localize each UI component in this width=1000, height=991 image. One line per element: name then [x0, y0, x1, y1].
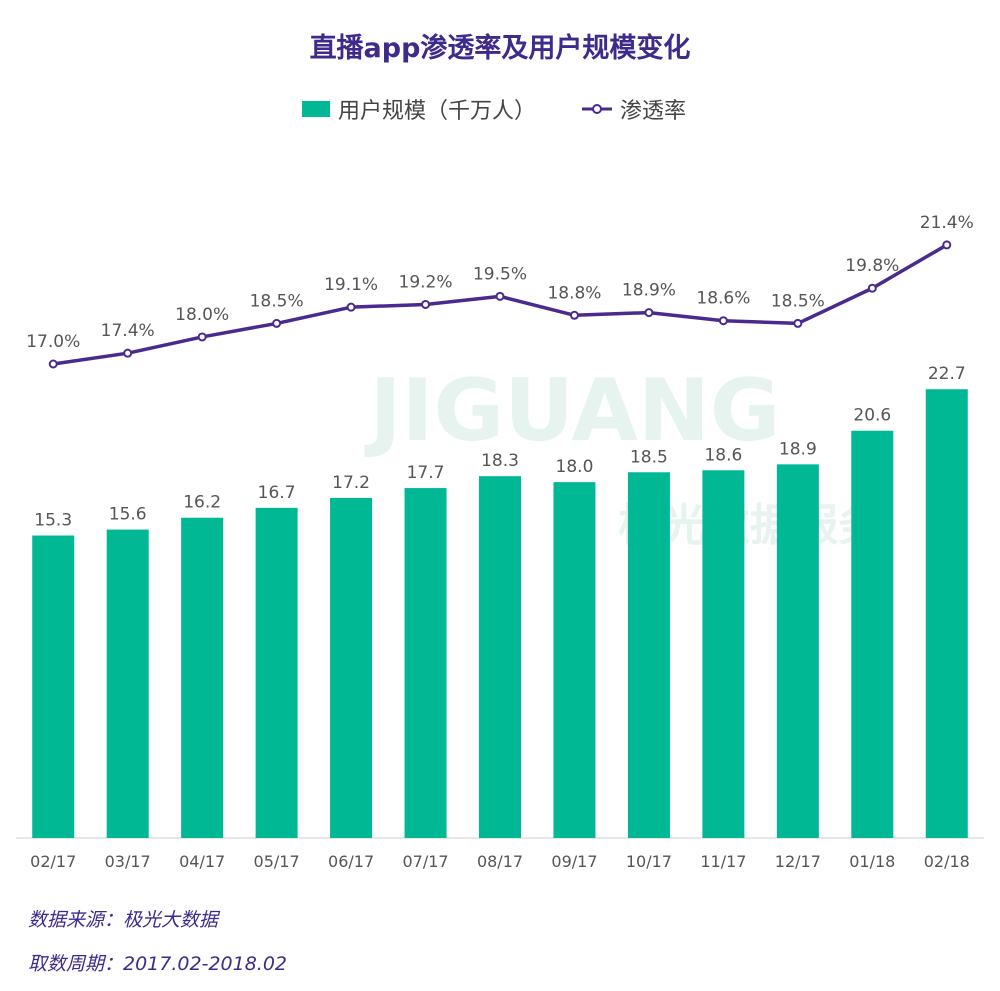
bar-04/17 [181, 517, 224, 838]
line-value-label: 21.4% [920, 213, 974, 233]
bar-value-label: 20.6 [853, 406, 891, 426]
bar-02/18 [925, 389, 968, 838]
x-tick-label: 04/17 [179, 852, 225, 871]
x-tick-label: 11/17 [700, 852, 746, 871]
legend-item-user-scale: 用户规模（千万人） [302, 93, 536, 125]
bar-03/17 [106, 529, 149, 838]
bar-06/17 [330, 497, 373, 838]
line-point [569, 310, 579, 320]
x-tick-label: 03/17 [105, 852, 151, 871]
x-tick-label: 09/17 [551, 852, 597, 871]
line-point [718, 316, 728, 326]
line-value-label: 19.1% [324, 275, 378, 295]
legend-bar-swatch [302, 101, 330, 117]
line-point [495, 291, 505, 301]
bar-10/17 [627, 472, 670, 838]
x-tick-label: 06/17 [328, 852, 374, 871]
bar-05/17 [255, 507, 298, 838]
legend-item-penetration: 渗透率 [582, 93, 686, 125]
line-value-label: 18.5% [250, 291, 304, 311]
line-point [197, 332, 207, 342]
line-value-label: 18.6% [696, 289, 750, 309]
bar-value-label: 18.5 [630, 447, 668, 467]
bar-value-label: 16.7 [258, 483, 296, 503]
bar-value-label: 15.6 [109, 505, 147, 525]
bar-02/17 [32, 535, 75, 838]
bar-01/18 [851, 430, 894, 838]
bar-12/17 [776, 464, 819, 838]
bar-09/17 [553, 482, 596, 838]
line-value-label: 17.4% [101, 321, 155, 341]
chart-title: 直播app渗透率及用户规模变化 [309, 33, 691, 64]
line-point [793, 318, 803, 328]
footer-period: 取数周期：2017.02-2018.02 [28, 953, 287, 975]
legend: 用户规模（千万人） 渗透率 [0, 93, 1000, 125]
line-value-label: 18.9% [622, 281, 676, 301]
bar-value-label: 18.9 [779, 439, 817, 459]
legend-line-swatch [582, 104, 612, 114]
x-tick-label: 12/17 [775, 852, 821, 871]
bar-value-label: 18.6 [704, 445, 742, 465]
watermark-text: JIGUANG [365, 361, 781, 461]
x-tick-label: 02/17 [30, 852, 76, 871]
bar-11/17 [702, 470, 745, 838]
footer-source: 数据来源：极光大数据 [28, 909, 219, 931]
bar-value-label: 15.3 [34, 511, 72, 531]
bar-08/17 [479, 476, 521, 838]
line-point [644, 308, 654, 318]
line-point [942, 240, 952, 250]
bar-value-label: 18.0 [556, 457, 594, 477]
line-point [867, 283, 877, 293]
line-point [421, 299, 431, 309]
line-point [272, 318, 282, 328]
bar-value-label: 17.7 [407, 463, 445, 483]
line-point [123, 348, 133, 358]
line-value-label: 18.5% [771, 291, 825, 311]
line-value-label: 18.8% [547, 283, 601, 303]
line-value-label: 19.8% [845, 256, 899, 276]
x-tick-label: 08/17 [477, 852, 523, 871]
bar-value-label: 22.7 [928, 364, 966, 384]
x-tick-label: 02/18 [924, 852, 970, 871]
bar-value-label: 17.2 [332, 473, 370, 493]
x-tick-label: 07/17 [402, 852, 448, 871]
line-value-label: 17.0% [26, 332, 80, 352]
line-value-label: 19.5% [473, 264, 527, 284]
bar-07/17 [404, 488, 447, 838]
line-point [48, 359, 58, 369]
line-point [346, 302, 356, 312]
bar-value-label: 16.2 [183, 493, 221, 513]
x-tick-label: 01/18 [849, 852, 895, 871]
bar-value-label: 18.3 [481, 451, 519, 471]
line-value-label: 19.2% [399, 272, 453, 292]
legend-bar-label: 用户规模（千万人） [338, 99, 537, 124]
x-tick-label: 05/17 [254, 852, 300, 871]
x-tick-label: 10/17 [626, 852, 672, 871]
legend-line-label: 渗透率 [620, 99, 687, 124]
line-value-label: 18.0% [175, 305, 229, 325]
